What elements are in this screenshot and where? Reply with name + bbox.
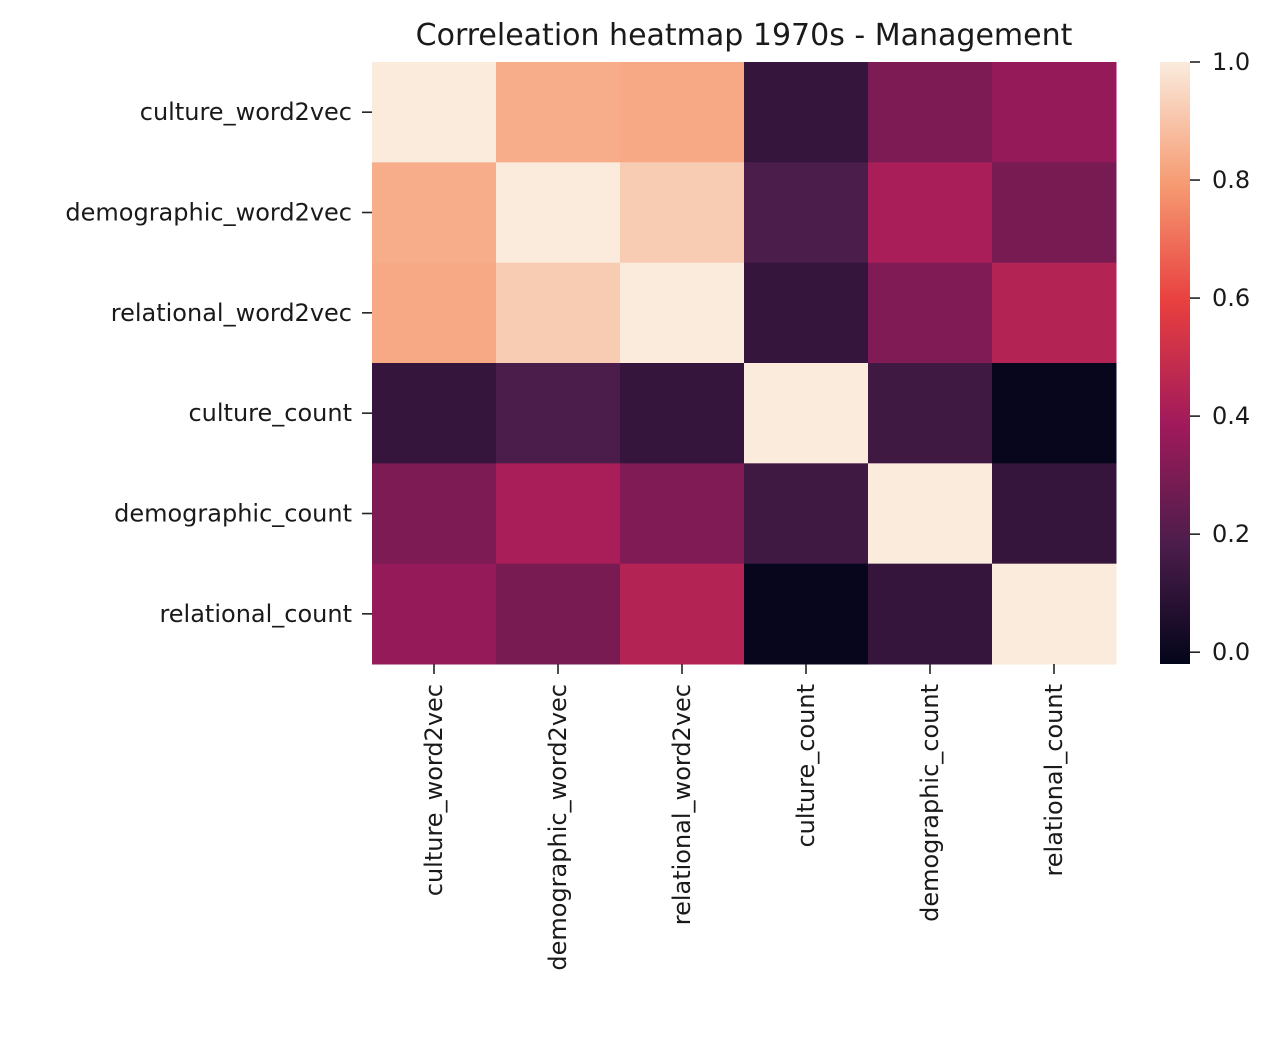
heatmap-cell [744,363,869,464]
colorbar-ticks: 0.0 0.2 0.4 0.6 0.8 1.0 [1190,48,1250,666]
heatmap-cell [992,262,1117,364]
colorbar-tick-label: 0.2 [1212,520,1250,548]
heatmap-cell [744,262,869,364]
colorbar-tick-label: 0.6 [1212,284,1250,312]
colorbar-tick-label: 0.4 [1212,402,1250,430]
heatmap-cell [992,363,1117,464]
heatmap-cell [744,463,869,565]
row-label: relational_word2vec [111,299,352,327]
heatmap-cell [372,62,497,163]
heatmap-cell [372,162,497,264]
heatmap-cell [496,363,621,464]
heatmap-cell [372,262,497,364]
colorbar-tick-label: 1.0 [1212,48,1250,76]
heatmap-cell [868,62,993,163]
heatmap-cell [620,262,745,364]
heatmap-cell [496,162,621,264]
column-label: culture_count [792,684,820,848]
chart-title: Correleation heatmap 1970s - Management [416,18,1073,53]
heatmap-cell [496,62,621,163]
heatmap-cells [372,62,1117,665]
heatmap-cell [992,162,1117,264]
row-label: demographic_word2vec [65,199,352,227]
column-label: relational_count [1040,684,1068,877]
heatmap-cell [496,563,621,665]
column-label: relational_word2vec [668,684,696,925]
colorbar [1160,62,1190,664]
column-label: culture_word2vec [420,684,448,896]
row-label: culture_count [188,399,352,427]
column-labels: culture_word2vec demographic_word2vec rela… [420,664,1068,971]
heatmap-cell [496,463,621,565]
heatmap-cell [372,363,497,464]
heatmap-cell [744,62,869,163]
heatmap-cell [868,262,993,364]
heatmap-cell [620,162,745,264]
heatmap-cell [620,563,745,665]
row-labels: culture_word2vec demographic_word2vecrela… [65,98,372,628]
column-label: demographic_count [916,684,944,922]
heatmap-cell [868,162,993,264]
row-label: relational_count [159,600,352,628]
heatmap-cell [372,563,497,665]
heatmap-cell [992,463,1117,565]
heatmap-cell [868,363,993,464]
heatmap-cell [372,463,497,565]
heatmap-cell [992,563,1117,665]
heatmap-cell [496,262,621,364]
heatmap-cell [620,62,745,163]
heatmap-cell [744,162,869,264]
heatmap-cell [620,463,745,565]
row-label: culture_word2vec [140,98,352,126]
column-label: demographic_word2vec [544,684,572,971]
colorbar-tick-label: 0.0 [1212,638,1250,666]
heatmap-cell [868,463,993,565]
heatmap-cell [992,62,1117,163]
heatmap-cell [744,563,869,665]
heatmap-cell [620,363,745,464]
colorbar-tick-label: 0.8 [1212,166,1250,194]
row-label: demographic_count [114,500,352,528]
heatmap-cell [868,563,993,665]
